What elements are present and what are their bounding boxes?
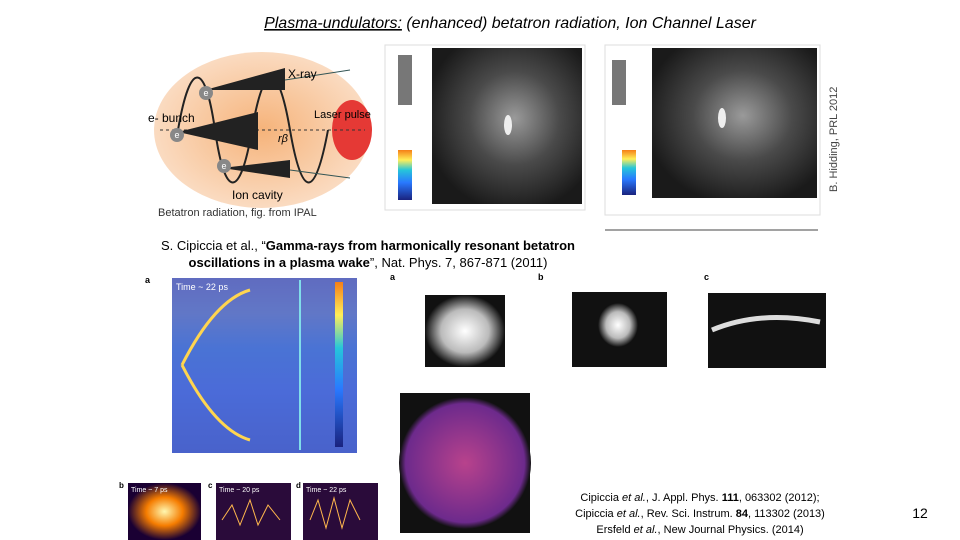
colorbar <box>398 150 412 200</box>
colormap-plot <box>172 278 357 453</box>
main-reference: S. Cipiccia et al., “Gamma-rays from har… <box>161 238 575 270</box>
xray-cone <box>178 112 258 150</box>
bunch-label: e- bunch <box>148 111 195 125</box>
text-run: (enhanced) betatron radiation, Ion Chann… <box>402 15 757 32</box>
laser-label: Laser pulse <box>314 109 371 121</box>
text-run: Gamma-rays from harmonically resonant be… <box>266 238 575 253</box>
panel-label: c <box>208 481 213 490</box>
page-number: 12 <box>912 505 928 521</box>
emission-arc <box>180 288 251 442</box>
panel-label: c <box>704 272 709 282</box>
text-run: Cipiccia <box>580 492 622 504</box>
betatron-diagram: e e e X-ray e- bunch Laser pulse Ion cav… <box>148 52 372 208</box>
simulation-image <box>384 44 586 211</box>
text-run: et al. <box>634 524 658 536</box>
betatron-panel <box>303 483 378 540</box>
text-run: Plasma-undulators: <box>264 15 402 32</box>
arrow <box>284 69 351 81</box>
detector-image <box>425 295 505 367</box>
time-label: Time ~ 22 ps <box>176 282 228 292</box>
electron-label: e <box>221 161 226 171</box>
bubble <box>504 115 512 135</box>
slide-title: Plasma-undulators: (enhanced) betatron r… <box>264 15 757 32</box>
simulation-image <box>604 44 821 231</box>
panel-label: b <box>119 481 124 490</box>
arrow <box>289 169 351 179</box>
panel-label: a <box>390 272 396 282</box>
panel-label: a <box>145 275 151 285</box>
xray-label: X-ray <box>288 67 317 81</box>
simulation-plot <box>652 48 817 198</box>
text-run: 84 <box>736 508 749 520</box>
results-figure: a Time ~ 22 ps a b c b Time ~ 7 ps c Tim… <box>119 272 826 540</box>
text-run: ”, Nat. Phys. 7, 867-871 (2011) <box>370 255 548 270</box>
colorbar <box>398 55 412 105</box>
references: Cipiccia et al., J. Appl. Phys. 111, 063… <box>575 492 825 536</box>
text-run: , J. Appl. Phys. <box>646 492 722 504</box>
cavity-label: Ion cavity <box>232 188 283 202</box>
spectrum-image <box>708 293 826 368</box>
electron-label: e <box>174 130 179 140</box>
colorbar <box>622 150 636 195</box>
text-run: et al. <box>622 492 646 504</box>
text-run: Ersfeld <box>596 524 633 536</box>
radiograph-disc <box>399 397 531 529</box>
time-label: Time ~ 7 ps <box>131 487 168 494</box>
time-label: Time ~ 22 ps <box>306 487 347 494</box>
text-run: , Rev. Sci. Instrum. <box>641 508 736 520</box>
electron <box>170 128 184 142</box>
time-label: Time ~ 20 ps <box>219 487 260 494</box>
betatron-trace <box>221 498 281 527</box>
text-run: 111 <box>722 492 739 504</box>
electron <box>199 86 213 100</box>
image-credit: B. Hidding, PRL 2012 <box>828 87 840 192</box>
spectrum-trace <box>711 315 821 333</box>
panel-label: d <box>296 481 301 490</box>
text-run: , 063302 (2012); <box>739 492 820 504</box>
text-run: et al. <box>617 508 641 520</box>
colorbar <box>335 282 343 447</box>
xray-cone <box>222 160 290 178</box>
text-run: oscillations in a plasma wake <box>189 255 370 270</box>
betatron-trace <box>309 496 361 530</box>
bubble <box>718 108 726 128</box>
colorbar <box>612 60 626 105</box>
xray-cone <box>205 68 285 90</box>
panel-label: b <box>538 272 544 282</box>
electron <box>217 159 231 173</box>
text-run: Cipiccia <box>575 508 617 520</box>
text-run: S. Cipiccia et al., “ <box>161 238 266 253</box>
betatron-panel <box>128 483 201 540</box>
text-run: , New Journal Physics. (2014) <box>658 524 804 536</box>
electron-label: e <box>203 88 208 98</box>
figure-caption: Betatron radiation, fig. from IPAL <box>158 207 317 219</box>
text-run: , 113302 (2013) <box>748 508 825 520</box>
xray-spot <box>598 303 638 347</box>
radius-label: rβ <box>278 133 289 145</box>
